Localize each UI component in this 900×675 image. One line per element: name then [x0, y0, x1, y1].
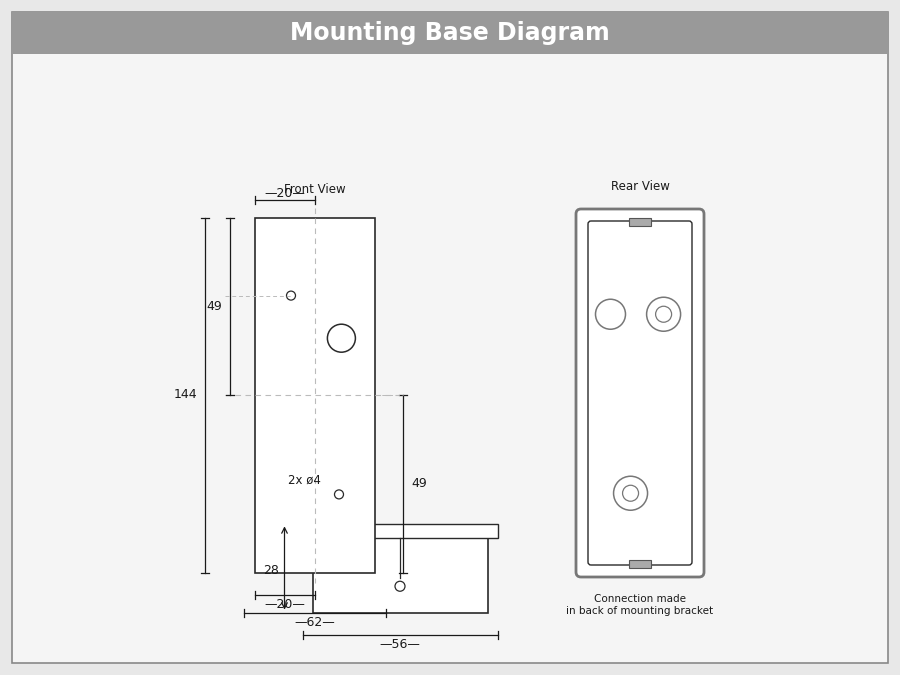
Text: 2x ø4: 2x ø4 [288, 473, 321, 487]
Bar [255, 217, 375, 572]
Text: —20—: —20— [265, 598, 305, 611]
Text: Connection made
in back of mounting bracket: Connection made in back of mounting brac… [566, 594, 714, 616]
Bar [629, 218, 651, 226]
FancyBboxPatch shape [576, 209, 704, 577]
Bar [302, 524, 498, 537]
Text: 28: 28 [263, 564, 278, 576]
Text: 49: 49 [206, 300, 222, 313]
Text: Mounting Base Diagram: Mounting Base Diagram [290, 21, 610, 45]
Bar [629, 560, 651, 568]
Text: —20—: —20— [265, 187, 305, 200]
Text: —62—: —62— [294, 616, 336, 629]
FancyBboxPatch shape [588, 221, 692, 565]
Text: 144: 144 [174, 389, 197, 402]
Text: —56—: —56— [380, 638, 420, 651]
Text: Rear View: Rear View [610, 180, 670, 192]
Bar [312, 537, 488, 612]
Text: 49: 49 [411, 477, 427, 490]
Text: Front View: Front View [284, 183, 346, 196]
Bar [12, 12, 888, 54]
